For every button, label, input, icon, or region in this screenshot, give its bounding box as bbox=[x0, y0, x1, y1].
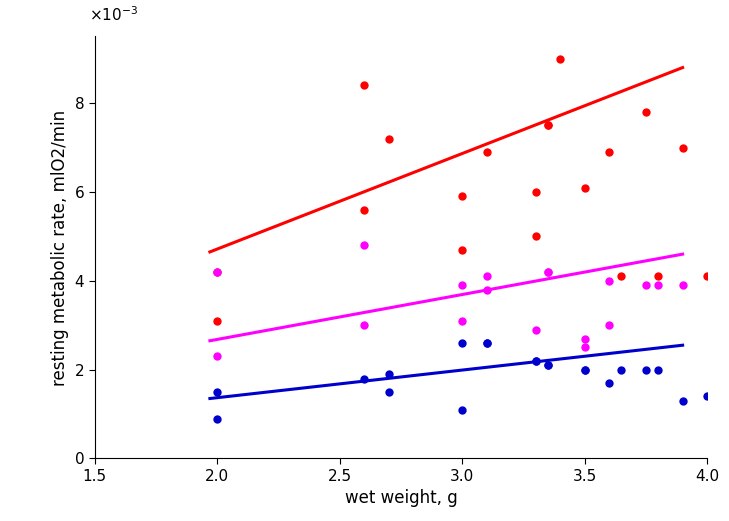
Point bbox=[579, 365, 590, 374]
Point bbox=[604, 379, 615, 387]
Y-axis label: resting metabolic rate, mlO2/min: resting metabolic rate, mlO2/min bbox=[51, 109, 69, 386]
Point bbox=[359, 241, 370, 250]
Point bbox=[211, 268, 223, 276]
Point bbox=[604, 277, 615, 285]
Point bbox=[554, 55, 566, 63]
Point bbox=[640, 281, 652, 289]
Point bbox=[652, 281, 664, 289]
Point bbox=[677, 143, 688, 152]
Point bbox=[579, 334, 590, 343]
Point bbox=[383, 388, 394, 396]
Point bbox=[677, 396, 688, 405]
Point bbox=[481, 272, 493, 280]
Point bbox=[359, 81, 370, 90]
Point bbox=[211, 388, 223, 396]
Point bbox=[542, 121, 554, 130]
Point bbox=[530, 188, 542, 196]
Point bbox=[456, 281, 468, 289]
Point bbox=[640, 108, 652, 116]
Point bbox=[604, 321, 615, 329]
Point bbox=[481, 286, 493, 294]
Point bbox=[542, 361, 554, 369]
Point bbox=[481, 339, 493, 347]
Point bbox=[359, 206, 370, 214]
Point bbox=[542, 361, 554, 369]
Point bbox=[530, 326, 542, 334]
Point bbox=[615, 365, 627, 374]
Text: $\times10^{-3}$: $\times10^{-3}$ bbox=[89, 5, 138, 24]
Point bbox=[456, 339, 468, 347]
Point bbox=[701, 272, 713, 280]
Point bbox=[542, 121, 554, 130]
Point bbox=[579, 343, 590, 352]
Point bbox=[604, 148, 615, 156]
Point bbox=[542, 268, 554, 276]
Point bbox=[701, 392, 713, 401]
Point bbox=[652, 272, 664, 280]
Point bbox=[530, 356, 542, 365]
Point bbox=[383, 134, 394, 143]
Point bbox=[652, 365, 664, 374]
Point bbox=[579, 365, 590, 374]
Point bbox=[530, 232, 542, 241]
Point bbox=[211, 352, 223, 361]
Point bbox=[211, 268, 223, 276]
Point bbox=[579, 183, 590, 192]
Point bbox=[211, 317, 223, 325]
Point bbox=[359, 375, 370, 383]
Point bbox=[542, 268, 554, 276]
Point bbox=[359, 321, 370, 329]
Point bbox=[677, 281, 688, 289]
Point bbox=[383, 370, 394, 378]
Point bbox=[481, 339, 493, 347]
Point bbox=[456, 317, 468, 325]
Point bbox=[456, 245, 468, 254]
Point bbox=[481, 148, 493, 156]
Point bbox=[456, 405, 468, 414]
Point bbox=[615, 272, 627, 280]
Point bbox=[456, 192, 468, 201]
Point bbox=[530, 356, 542, 365]
X-axis label: wet weight, g: wet weight, g bbox=[345, 489, 457, 507]
Point bbox=[211, 414, 223, 423]
Point bbox=[640, 365, 652, 374]
